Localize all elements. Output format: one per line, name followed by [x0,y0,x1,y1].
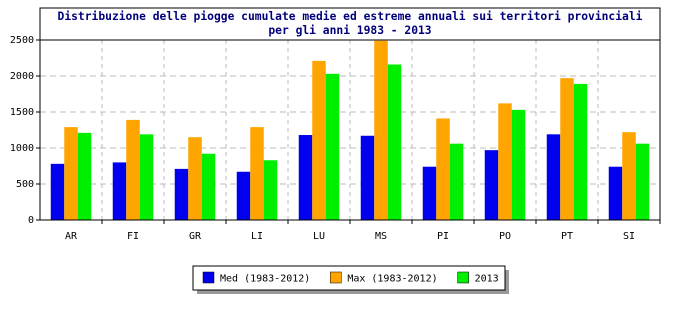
bars [50,40,650,220]
bar [511,109,526,220]
bar [77,132,92,220]
bar [298,135,313,220]
bar [126,119,140,220]
y-tick-label: 2500 [10,35,34,46]
bar [560,78,574,220]
x-tick-label: LU [313,231,325,242]
x-tick-label: MS [375,231,387,242]
bar [50,163,65,220]
legend-box [192,265,506,291]
legend: Med (1983-2012) Max (1983-2012) 2013 [202,271,499,285]
chart-subtitle: per gli anni 1983 - 2013 [268,24,431,37]
bar [201,153,216,220]
chart-title: Distribuzione delle piogge cumulate medi… [58,10,643,23]
bar [622,132,636,220]
legend-label: Max (1983-2012) [347,274,437,285]
bar [573,83,588,220]
bar [112,162,127,220]
y-tick-label: 1500 [10,107,34,118]
legend-swatch [202,271,215,284]
y-tick-label: 0 [28,215,34,226]
bar [174,168,189,220]
bar [64,127,78,220]
bar [374,40,388,220]
legend-swatch [330,271,342,284]
bar [236,171,251,220]
bar [608,166,623,220]
x-tick-label: SI [623,231,635,242]
plot-frame [39,39,661,221]
bar [422,166,437,220]
y-tick-label: 500 [16,179,34,190]
bar [325,73,340,220]
bar [188,137,202,220]
bar [312,60,326,220]
x-tick-label: FI [127,231,139,242]
x-tick-label: PO [499,231,511,242]
bar [546,134,561,220]
title-box [39,7,661,41]
x-tick-label: LI [251,231,263,242]
y-tick-label: 2000 [10,71,34,82]
bar [635,143,650,220]
legend-label: 2013 [475,274,499,285]
x-tick-label: PI [437,231,449,242]
legend-swatch [457,271,469,284]
x-tick-label: AR [65,231,78,242]
bar [449,143,464,220]
y-tick-label: 1000 [10,143,34,154]
bar [498,103,512,220]
bar [360,135,375,220]
x-tick-label: GR [189,231,202,242]
bar [387,64,402,220]
bar [484,150,499,220]
bar [139,134,154,220]
bar [436,118,450,220]
x-tick-label: PT [561,231,573,242]
bar [250,127,264,220]
bar [263,160,278,220]
legend-label: Med (1983-2012) [220,274,310,285]
